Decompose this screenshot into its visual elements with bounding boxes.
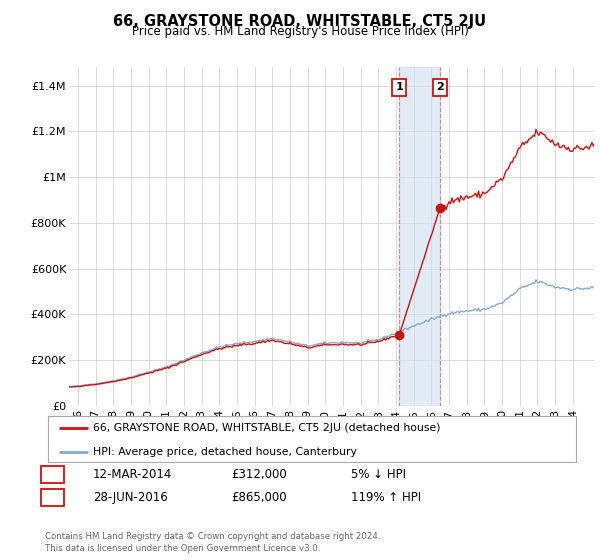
Text: £865,000: £865,000 bbox=[231, 491, 287, 504]
Text: 66, GRAYSTONE ROAD, WHITSTABLE, CT5 2JU (detached house): 66, GRAYSTONE ROAD, WHITSTABLE, CT5 2JU … bbox=[93, 423, 440, 432]
Text: £312,000: £312,000 bbox=[231, 468, 287, 482]
Text: 2: 2 bbox=[436, 82, 444, 92]
Text: 1: 1 bbox=[395, 82, 403, 92]
Text: 66, GRAYSTONE ROAD, WHITSTABLE, CT5 2JU: 66, GRAYSTONE ROAD, WHITSTABLE, CT5 2JU bbox=[113, 14, 487, 29]
Text: 119% ↑ HPI: 119% ↑ HPI bbox=[351, 491, 421, 504]
Text: Price paid vs. HM Land Registry's House Price Index (HPI): Price paid vs. HM Land Registry's House … bbox=[131, 25, 469, 38]
Text: 2: 2 bbox=[48, 491, 56, 504]
Text: 28-JUN-2016: 28-JUN-2016 bbox=[93, 491, 168, 504]
Text: Contains HM Land Registry data © Crown copyright and database right 2024.
This d: Contains HM Land Registry data © Crown c… bbox=[45, 533, 380, 553]
Text: HPI: Average price, detached house, Canterbury: HPI: Average price, detached house, Cant… bbox=[93, 447, 357, 457]
Text: 1: 1 bbox=[48, 468, 56, 482]
Text: 12-MAR-2014: 12-MAR-2014 bbox=[93, 468, 172, 482]
Bar bbox=[400, 67, 440, 406]
Text: 5% ↓ HPI: 5% ↓ HPI bbox=[351, 468, 406, 482]
